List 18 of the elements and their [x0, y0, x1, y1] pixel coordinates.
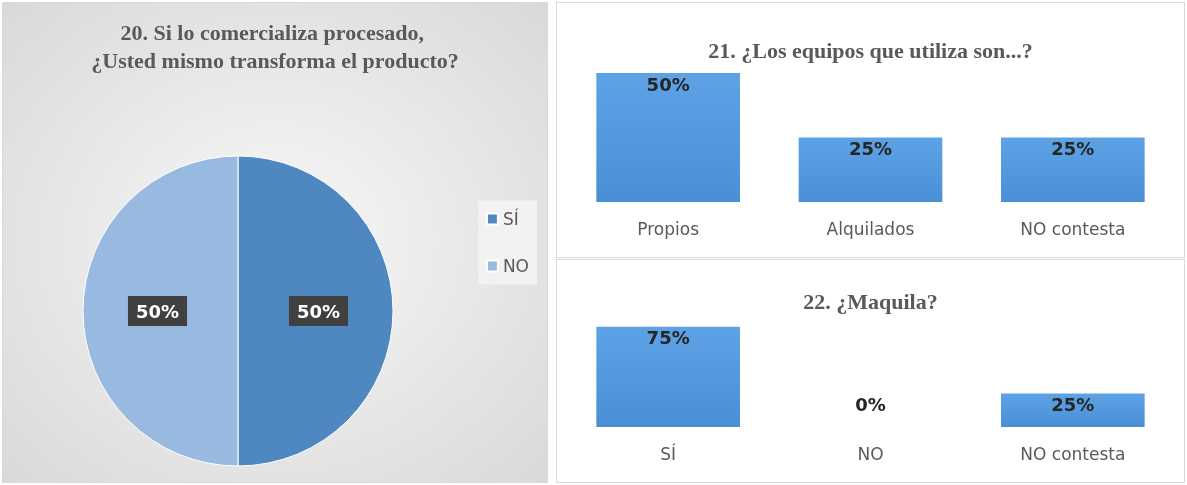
legend-label: NO — [502, 256, 530, 276]
data-label: 25% — [848, 138, 893, 159]
chart-title: 21. ¿Los equipos que utiliza son...? — [708, 37, 1033, 63]
data-label: 50% — [646, 73, 690, 95]
x-tick-label: Alquilados — [826, 218, 915, 239]
x-tick-label: NO contesta — [1020, 443, 1126, 464]
x-tick-label: Propios — [637, 218, 700, 239]
data-label: 50% — [135, 300, 180, 322]
chart-title: 22. ¿Maquila? — [803, 288, 938, 314]
data-label: 75% — [646, 327, 690, 349]
data-label: 0% — [855, 393, 886, 415]
x-tick-label: SÍ — [660, 442, 677, 464]
x-tick-label: NO — [857, 443, 884, 464]
data-label: 25% — [1051, 394, 1095, 416]
chart-title: 20. Si lo comercializa procesado, ¿Usted mismo transforma el producto? — [91, 19, 459, 73]
x-tick-label: NO contesta — [1020, 218, 1126, 239]
data-label: 25% — [1051, 138, 1095, 159]
data-label: 50% — [296, 300, 341, 322]
